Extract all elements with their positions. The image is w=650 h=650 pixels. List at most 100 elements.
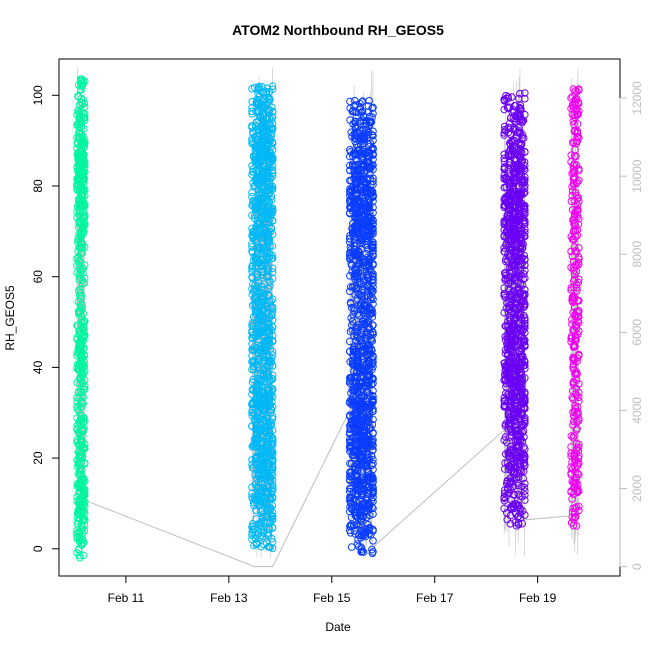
- data-point: [257, 118, 265, 127]
- data-point: [504, 317, 512, 326]
- y-left-tick-label: 80: [31, 179, 45, 193]
- data-point: [507, 272, 515, 281]
- data-point: [75, 110, 84, 118]
- data-point: [268, 307, 277, 316]
- data-point: [77, 196, 86, 204]
- data-point: [77, 482, 85, 491]
- data-point: [348, 451, 357, 460]
- data-point: [79, 124, 88, 133]
- data-point: [570, 243, 579, 251]
- data-point: [514, 407, 523, 416]
- data-point: [265, 238, 273, 247]
- data-point: [76, 134, 84, 142]
- data-point: [79, 489, 88, 498]
- data-point: [369, 144, 377, 152]
- data-point: [509, 147, 518, 155]
- data-point: [570, 111, 578, 119]
- data-point: [573, 95, 581, 103]
- data-point: [268, 462, 277, 471]
- data-point: [508, 259, 517, 267]
- data-point: [570, 326, 579, 334]
- data-point: [568, 393, 577, 402]
- data-point: [76, 484, 84, 492]
- data-point: [268, 82, 277, 90]
- data-point: [571, 513, 579, 522]
- data-point: [74, 92, 82, 101]
- data-point: [268, 402, 277, 411]
- data-point: [268, 457, 277, 466]
- data-point: [569, 363, 577, 372]
- y-axis-label: RH_GEOS5: [3, 285, 17, 351]
- data-point: [262, 539, 271, 547]
- data-point: [363, 273, 372, 282]
- data-point: [500, 496, 509, 505]
- data-point: [517, 299, 526, 308]
- data-point: [255, 355, 264, 364]
- data-point: [351, 437, 360, 446]
- data-point: [346, 422, 354, 430]
- data-point: [367, 254, 376, 262]
- data-point: [349, 149, 358, 157]
- data-point: [368, 113, 376, 121]
- data-point: [255, 258, 264, 267]
- data-point: [261, 497, 270, 505]
- data-point: [248, 301, 257, 310]
- data-point: [369, 395, 377, 404]
- data-point: [265, 385, 274, 394]
- data-point: [76, 265, 85, 273]
- data-point: [262, 414, 271, 422]
- data-point: [254, 335, 262, 344]
- data-point: [368, 238, 377, 246]
- data-point: [358, 149, 367, 158]
- data-point: [355, 182, 364, 190]
- data-point: [75, 429, 83, 438]
- data-point: [364, 362, 373, 371]
- data-point: [369, 109, 377, 118]
- data-point: [513, 342, 522, 351]
- data-point: [368, 392, 377, 400]
- data-point: [369, 510, 377, 518]
- data-point: [575, 165, 583, 173]
- data-point: [367, 380, 376, 389]
- data-point: [505, 182, 514, 190]
- data-point: [361, 258, 370, 267]
- y-right-tick-label: 4000: [630, 397, 644, 424]
- data-point: [268, 113, 277, 121]
- x-tick-label: Feb 19: [519, 591, 557, 605]
- data-point: [248, 137, 256, 145]
- data-point: [360, 112, 368, 121]
- data-point: [569, 395, 578, 403]
- data-point: [75, 149, 83, 157]
- data-point: [266, 506, 274, 515]
- data-point: [350, 462, 359, 471]
- x-tick-label: Feb 11: [108, 591, 145, 605]
- data-point: [512, 432, 521, 440]
- data-point: [346, 487, 354, 496]
- data-point: [248, 192, 256, 201]
- data-point: [506, 237, 515, 246]
- data-point: [363, 489, 372, 497]
- data-point: [253, 414, 262, 423]
- data-point: [355, 145, 364, 154]
- data-point: [346, 498, 355, 506]
- data-point: [354, 363, 363, 371]
- data-point: [568, 182, 576, 191]
- data-point: [266, 204, 274, 213]
- data-point: [515, 348, 523, 356]
- data-point: [369, 295, 377, 304]
- series-5-points: [567, 85, 583, 530]
- data-point: [79, 276, 87, 285]
- data-point: [263, 154, 272, 163]
- data-point: [358, 163, 366, 171]
- data-point: [367, 452, 376, 460]
- data-point: [253, 203, 262, 212]
- data-point: [346, 272, 354, 280]
- data-point: [519, 275, 528, 284]
- data-point: [250, 83, 259, 92]
- data-point: [78, 452, 87, 461]
- data-point: [567, 283, 576, 292]
- data-point: [353, 540, 362, 548]
- data-point: [73, 398, 81, 406]
- data-point: [504, 104, 513, 113]
- data-point: [572, 370, 580, 379]
